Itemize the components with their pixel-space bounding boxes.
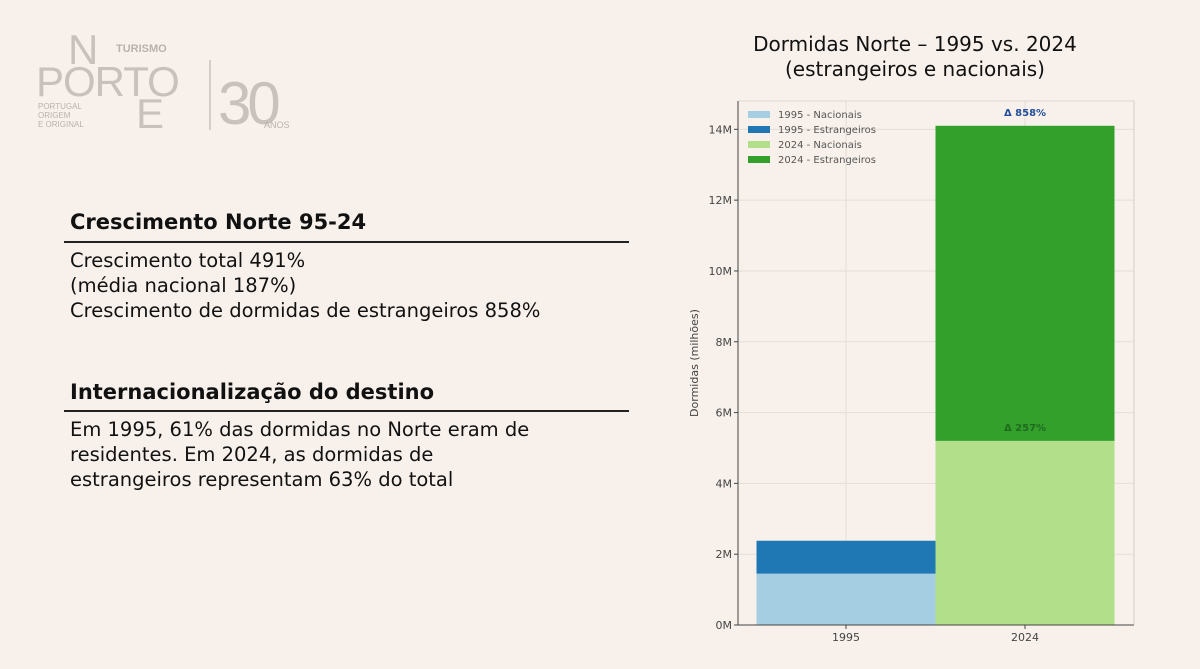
y-tick-label: 4M — [716, 477, 733, 490]
chart-container: Dormidas Norte – 1995 vs. 2024 (estrange… — [680, 28, 1160, 669]
intl-line-2: residentes. Em 2024, as dormidas de — [70, 443, 434, 466]
logo-tagline-1: PORTUGAL — [38, 102, 82, 111]
section-growth-divider — [64, 241, 629, 243]
intl-line-3: estrangeiros representam 63% do total — [70, 468, 454, 491]
legend-label: 2024 - Nacionais — [778, 140, 862, 151]
logo-turismo: TURISMO — [116, 43, 167, 55]
y-tick-label: 6M — [716, 407, 733, 420]
legend-swatch — [748, 126, 770, 133]
logo-letter-n: N — [68, 26, 98, 73]
x-tick-label: 1995 — [832, 631, 860, 644]
bar-1995-nacionais — [756, 573, 936, 625]
logo-graphic: N PORTO E TURISMO PORTUGAL ORIGEM E ORIG… — [36, 26, 290, 134]
legend-swatch — [748, 111, 770, 118]
y-axis-label: Dormidas (milhões) — [688, 309, 701, 417]
section-growth-text: Crescimento total 491% (média nacional 1… — [70, 248, 630, 323]
legend-label: 1995 - Nacionais — [778, 110, 862, 121]
logo-tagline-2: ORIGEM — [38, 111, 71, 120]
section-intl-divider — [64, 410, 629, 412]
intl-line-1: Em 1995, 61% das dormidas no Norte eram … — [70, 418, 530, 441]
y-tick-label: 8M — [716, 336, 733, 349]
turismo-porto-norte-logo: N PORTO E TURISMO PORTUGAL ORIGEM E ORIG… — [36, 26, 306, 134]
logo-tagline-3: E ORIGINAL — [38, 120, 84, 129]
logo-anniversary-word: ANOS — [264, 120, 290, 130]
chart-subtitle: (estrangeiros e nacionais) — [785, 57, 1045, 81]
y-tick-label: 2M — [716, 548, 733, 561]
growth-line-total: Crescimento total 491% — [70, 249, 306, 272]
bar-2024-estrangeiros — [935, 125, 1115, 441]
section-intl-text: Em 1995, 61% das dormidas no Norte eram … — [70, 417, 630, 492]
bar-2024-nacionais — [935, 440, 1115, 625]
y-tick-label: 10M — [709, 265, 733, 278]
section-intl-title: Internacionalização do destino — [70, 380, 435, 404]
legend-label: 2024 - Estrangeiros — [778, 155, 876, 166]
annotation-delta-national: Δ 257% — [1004, 423, 1046, 434]
y-tick-label: 14M — [709, 123, 733, 136]
legend-swatch — [748, 156, 770, 163]
section-growth-title: Crescimento Norte 95-24 — [70, 210, 367, 234]
logo-word-porto: PORTO — [36, 58, 179, 105]
y-tick-label: 12M — [709, 194, 733, 207]
logo-letter-e: E — [136, 90, 164, 134]
annotation-delta-foreign: Δ 858% — [1004, 108, 1046, 119]
stacked-bar-chart: 0M 2M 4M 6M 8M 10M 12M 14M 1995 2024 Dormidas (mil… — [688, 100, 1135, 644]
chart-title: Dormidas Norte – 1995 vs. 2024 — [753, 32, 1077, 56]
bar-1995-estrangeiros — [756, 540, 936, 574]
logo-anniversary-number: 30 — [218, 70, 279, 134]
y-tick-label: 0M — [716, 619, 733, 632]
legend-swatch — [748, 141, 770, 148]
growth-line-foreign: Crescimento de dormidas de estrangeiros … — [70, 299, 541, 322]
x-tick-label: 2024 — [1011, 631, 1039, 644]
growth-line-national-avg: (média nacional 187%) — [70, 274, 297, 297]
legend-label: 1995 - Estrangeiros — [778, 125, 876, 136]
